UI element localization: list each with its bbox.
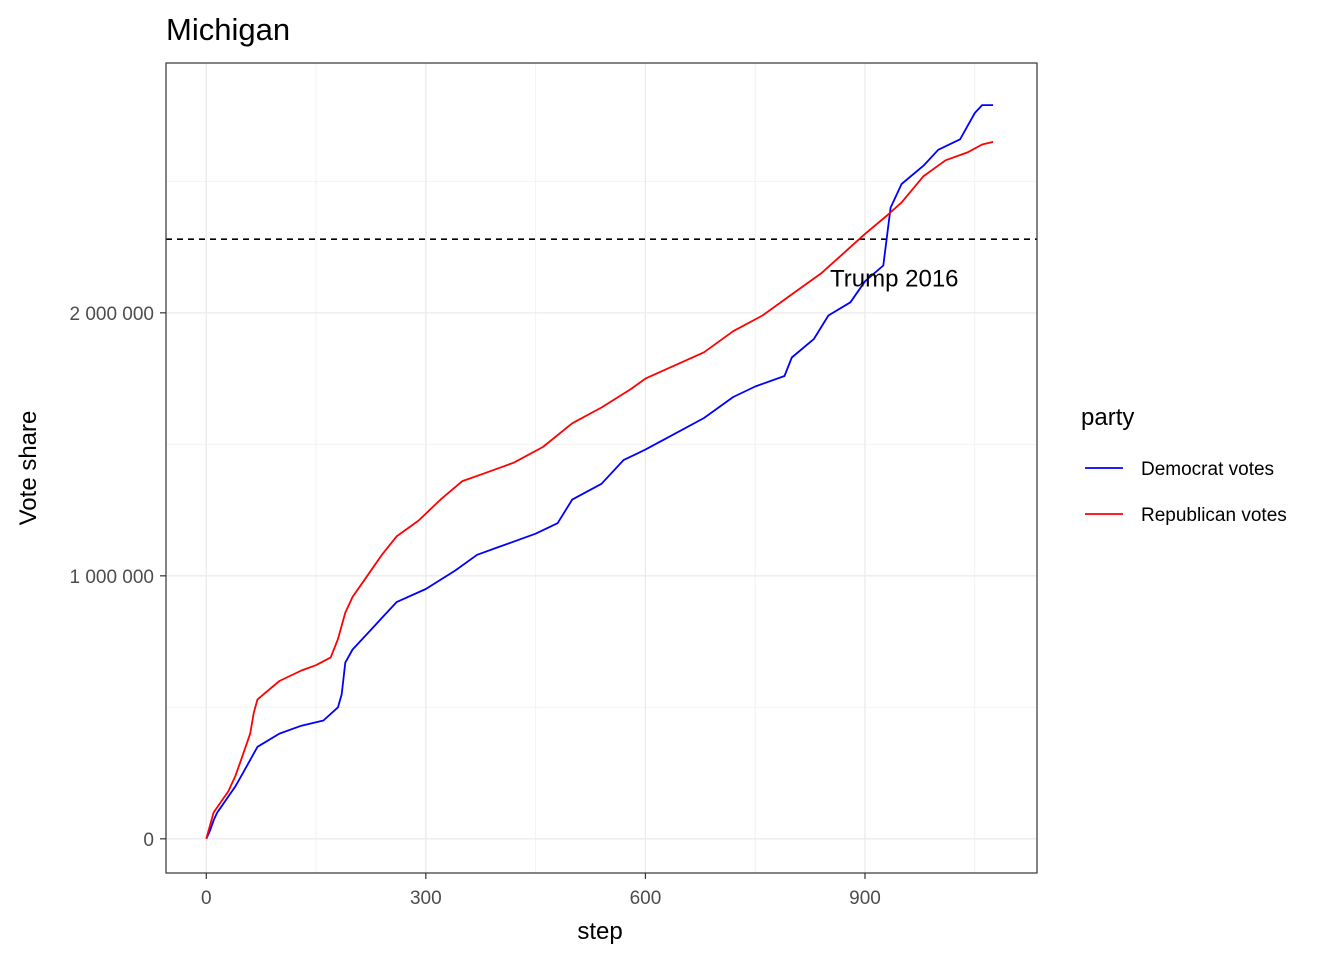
series-line-republican-votes (205, 141, 994, 840)
x-tick-label: 0 (201, 888, 212, 909)
grid-lines (166, 63, 1037, 873)
legend: party Democrat votes Republican votes (1081, 404, 1287, 526)
y-axis-ticks: 0 1 000 000 2 000 000 (69, 304, 166, 851)
y-tick-label: 0 (143, 830, 154, 851)
x-tick-label: 600 (630, 888, 662, 909)
plot-panel-border (165, 62, 1038, 874)
chart-title: Michigan (166, 12, 290, 47)
x-axis-title: step (577, 918, 622, 945)
y-tick-label: 1 000 000 (69, 567, 154, 588)
series-line-democrat-votes (205, 104, 994, 840)
series-lines (205, 104, 994, 840)
legend-label: Republican votes (1141, 505, 1287, 526)
y-tick-label: 2 000 000 (69, 304, 154, 325)
y-axis-title: Vote share (15, 411, 42, 526)
annotation-trump-2016: Trump 2016 (830, 266, 959, 293)
legend-label: Democrat votes (1141, 459, 1274, 480)
x-tick-label: 300 (410, 888, 442, 909)
x-tick-label: 900 (849, 888, 881, 909)
legend-title: party (1081, 404, 1134, 431)
x-axis-ticks: 0 300 600 900 (201, 873, 881, 909)
